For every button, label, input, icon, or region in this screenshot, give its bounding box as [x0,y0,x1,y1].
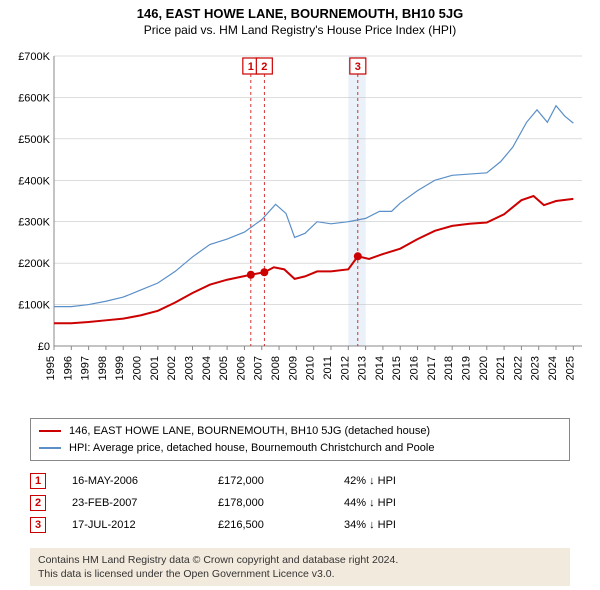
svg-text:2016: 2016 [409,356,421,380]
page: 146, EAST HOWE LANE, BOURNEMOUTH, BH10 5… [0,0,600,590]
svg-text:2014: 2014 [374,356,386,380]
svg-text:2025: 2025 [564,356,576,380]
footer-line-1: Contains HM Land Registry data © Crown c… [38,553,562,567]
event-pct: 42% ↓ HPI [344,475,444,487]
svg-text:2006: 2006 [235,356,247,380]
page-title: 146, EAST HOWE LANE, BOURNEMOUTH, BH10 5… [0,0,600,21]
event-price: £178,000 [218,497,318,509]
svg-text:£700K: £700K [18,51,50,63]
chart-svg: £0 £100K £200K £300K £400K £500K £600K £700K 199… [8,48,592,408]
event-pct: 44% ↓ HPI [344,497,444,509]
event-row: 3 17-JUL-2012 £216,500 34% ↓ HPI [30,514,570,536]
legend-row-2: HPI: Average price, detached house, Bour… [39,440,561,457]
legend-label-2: HPI: Average price, detached house, Bour… [69,440,434,457]
event-num: 1 [30,473,46,489]
event-price: £216,500 [218,519,318,531]
svg-text:1999: 1999 [114,356,126,380]
svg-text:2001: 2001 [149,356,161,380]
svg-text:2008: 2008 [270,356,282,380]
svg-text:2021: 2021 [495,356,507,380]
event-price: £172,000 [218,475,318,487]
legend-row-1: 146, EAST HOWE LANE, BOURNEMOUTH, BH10 5… [39,423,561,440]
event-pct: 34% ↓ HPI [344,519,444,531]
svg-text:£400K: £400K [18,175,50,187]
event-row: 1 16-MAY-2006 £172,000 42% ↓ HPI [30,470,570,492]
svg-text:2000: 2000 [132,356,144,380]
svg-text:£100K: £100K [18,300,50,312]
event-num: 3 [30,517,46,533]
legend-label-1: 146, EAST HOWE LANE, BOURNEMOUTH, BH10 5… [69,423,430,440]
svg-text:2011: 2011 [322,356,334,380]
event-date: 17-JUL-2012 [72,519,192,531]
svg-text:1997: 1997 [80,356,92,380]
svg-text:2003: 2003 [183,356,195,380]
event-date: 16-MAY-2006 [72,475,192,487]
svg-text:£500K: £500K [18,134,50,146]
svg-text:2004: 2004 [201,356,213,380]
page-subtitle: Price paid vs. HM Land Registry's House … [0,21,600,43]
svg-text:£300K: £300K [18,217,50,229]
svg-text:2015: 2015 [391,356,403,380]
svg-text:2: 2 [261,61,267,73]
event-num: 2 [30,495,46,511]
svg-text:3: 3 [355,61,361,73]
svg-text:2023: 2023 [530,356,542,380]
event-date: 23-FEB-2007 [72,497,192,509]
events-table: 1 16-MAY-2006 £172,000 42% ↓ HPI 2 23-FE… [30,470,570,536]
svg-text:2002: 2002 [166,356,178,380]
svg-text:1998: 1998 [97,356,109,380]
svg-text:2013: 2013 [357,356,369,380]
svg-text:2007: 2007 [253,356,265,380]
legend: 146, EAST HOWE LANE, BOURNEMOUTH, BH10 5… [30,418,570,461]
chart: £0 £100K £200K £300K £400K £500K £600K £700K 199… [8,48,592,408]
footer: Contains HM Land Registry data © Crown c… [30,548,570,586]
svg-text:2018: 2018 [443,356,455,380]
svg-text:2012: 2012 [339,356,351,380]
svg-text:2024: 2024 [547,356,559,380]
svg-text:1995: 1995 [45,356,57,380]
svg-text:£0: £0 [38,341,50,353]
svg-text:2020: 2020 [478,356,490,380]
svg-text:2009: 2009 [287,356,299,380]
legend-swatch-red [39,430,61,432]
event-row: 2 23-FEB-2007 £178,000 44% ↓ HPI [30,492,570,514]
svg-text:2019: 2019 [460,356,472,380]
footer-line-2: This data is licensed under the Open Gov… [38,567,562,581]
svg-text:£600K: £600K [18,92,50,104]
svg-text:1: 1 [248,61,254,73]
svg-text:1996: 1996 [62,356,74,380]
svg-text:2010: 2010 [305,356,317,380]
svg-text:2017: 2017 [426,356,438,380]
legend-swatch-blue [39,447,61,449]
svg-text:2022: 2022 [512,356,524,380]
svg-text:£200K: £200K [18,258,50,270]
svg-text:2005: 2005 [218,356,230,380]
